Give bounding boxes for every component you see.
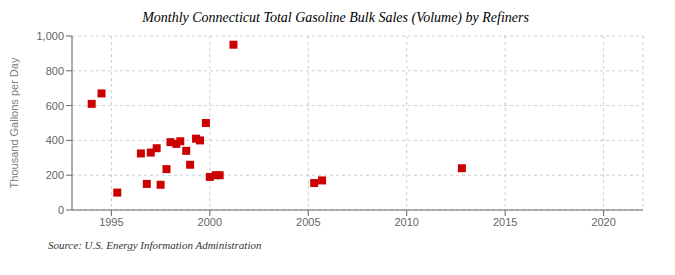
svg-text:0: 0 <box>58 204 64 216</box>
html-text:Source: U.S. Energy Informatio: Source: U.S. Energy Information Administ… <box>48 239 262 251</box>
svg-text:2010: 2010 <box>394 216 418 228</box>
svg-text:1995: 1995 <box>99 216 123 228</box>
svg-text:400: 400 <box>46 134 64 146</box>
svg-text:800: 800 <box>46 65 64 77</box>
svg-text:2000: 2000 <box>198 216 222 228</box>
svg-text:600: 600 <box>46 100 64 112</box>
svg-text:200: 200 <box>46 169 64 181</box>
svg-text:2015: 2015 <box>493 216 517 228</box>
svg-text:1,000: 1,000 <box>36 30 64 42</box>
svg-text:2005: 2005 <box>296 216 320 228</box>
svg-text:2020: 2020 <box>591 216 615 228</box>
html-text:Monthly Connecticut Total Gaso: Monthly Connecticut Total Gasoline Bulk … <box>142 10 529 25</box>
svg-text:Thousand Gallons per Day: Thousand Gallons per Day <box>8 57 20 188</box>
